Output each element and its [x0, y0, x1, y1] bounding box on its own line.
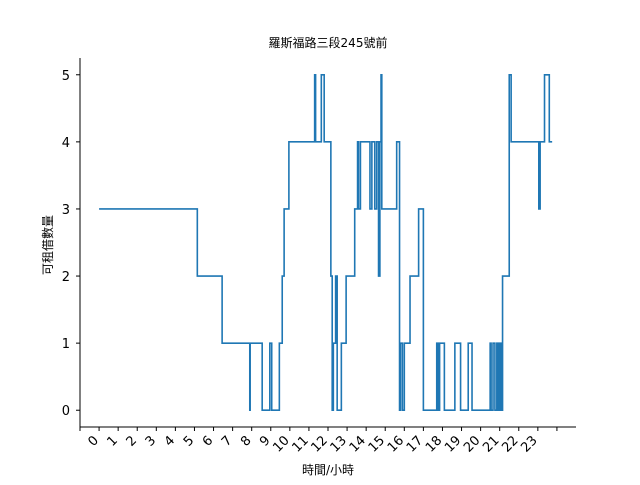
y-tick-label: 1 [62, 337, 70, 352]
x-tick-label: 6 [200, 433, 216, 449]
y-tick-label: 4 [62, 136, 70, 151]
x-tick-label: 1 [105, 433, 121, 449]
y-tick-label: 3 [62, 203, 70, 218]
x-tick-label: 8 [238, 433, 254, 449]
chart-title: 羅斯福路三段245號前 [269, 35, 388, 50]
y-tick-label: 2 [62, 270, 70, 285]
plot-area [99, 73, 553, 412]
x-tick-label: 3 [143, 433, 159, 449]
series-line-0 [99, 73, 553, 412]
x-axis-label: 時間/小時 [302, 463, 354, 477]
y-axis-label: 可租借數量 [41, 215, 55, 275]
x-tick-label: 5 [181, 433, 197, 449]
x-tick-label: 23 [518, 433, 540, 455]
x-tick-label: 0 [85, 433, 101, 449]
x-tick-label: 2 [124, 433, 140, 449]
y-tick-label: 5 [62, 69, 70, 84]
x-tick-label: 4 [162, 433, 178, 449]
x-tick-label: 7 [219, 433, 235, 449]
y-tick-label: 0 [62, 404, 70, 419]
x-tick-label: 9 [257, 433, 273, 449]
y-axis: 0 1 2 3 4 5 [62, 58, 81, 427]
